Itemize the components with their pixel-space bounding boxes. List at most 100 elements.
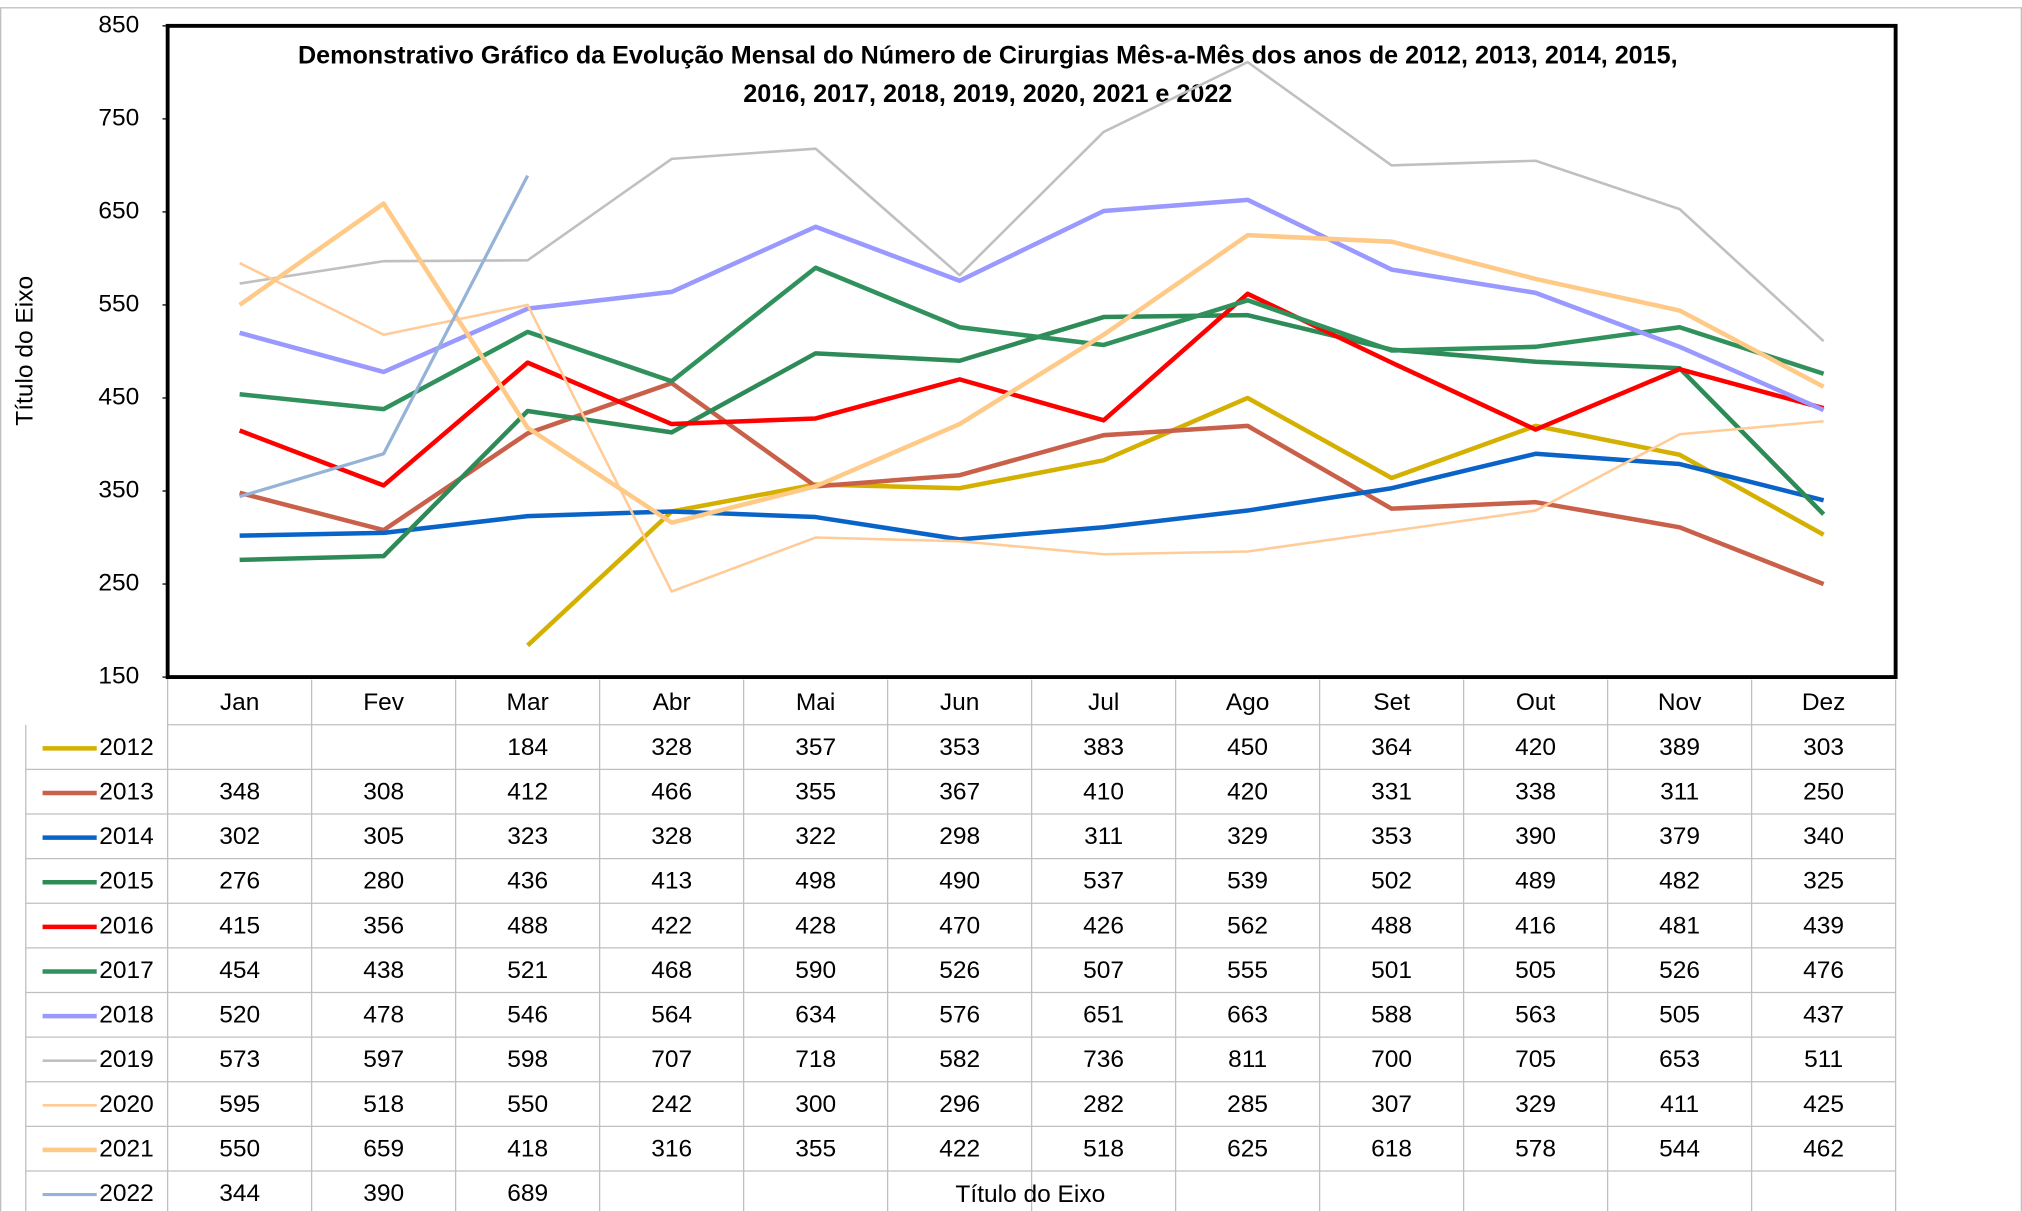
table-value: 416 <box>1515 912 1556 939</box>
table-value: 353 <box>1371 823 1412 850</box>
series-line <box>239 451 1825 542</box>
y-axis-title: Título do Eixo <box>11 276 38 426</box>
y-tick-label: 150 <box>98 663 139 690</box>
table-value: 526 <box>939 957 980 984</box>
table-value: 563 <box>1515 1002 1556 1029</box>
table-value: 550 <box>219 1135 260 1162</box>
table-value: 578 <box>1515 1135 1556 1162</box>
table-value: 501 <box>1371 957 1412 984</box>
series-line <box>239 265 1825 412</box>
series-line <box>239 197 1825 413</box>
series-line <box>238 291 1825 488</box>
table-value: 282 <box>1083 1091 1124 1118</box>
table-value: 573 <box>219 1046 260 1073</box>
table-value: 537 <box>1083 868 1124 895</box>
table-value: 411 <box>1660 1091 1699 1118</box>
series-line <box>526 395 1825 648</box>
table-value: 316 <box>651 1135 692 1162</box>
series-line <box>239 312 1826 563</box>
table-value: 322 <box>795 823 836 850</box>
table-value: 576 <box>939 1002 980 1029</box>
table-value: 437 <box>1803 1002 1844 1029</box>
table-value: 468 <box>651 957 692 984</box>
table-value: 331 <box>1371 778 1412 805</box>
series-line <box>239 380 1825 587</box>
x-tick-label: Nov <box>1658 689 1702 716</box>
table-value: 298 <box>939 823 980 850</box>
table-value: 618 <box>1371 1135 1412 1162</box>
x-tick-label: Mai <box>796 689 835 716</box>
table-value: 311 <box>1084 823 1123 850</box>
y-tick-label: 750 <box>98 104 139 131</box>
table-value: 454 <box>219 957 260 984</box>
legend-label: 2012 <box>99 734 154 761</box>
table-value: 590 <box>795 957 836 984</box>
legend-label: 2015 <box>99 868 154 895</box>
table-value: 353 <box>939 734 980 761</box>
table-value: 308 <box>363 778 404 805</box>
legend-label: 2017 <box>99 957 154 984</box>
table-value: 526 <box>1659 957 1700 984</box>
table-value: 390 <box>1515 823 1556 850</box>
legend-label: 2019 <box>99 1046 154 1073</box>
x-tick-label: Ago <box>1226 689 1270 716</box>
table-value: 505 <box>1659 1002 1700 1029</box>
x-tick-label: Dez <box>1802 689 1846 716</box>
table-value: 544 <box>1659 1135 1700 1162</box>
series-line <box>239 174 530 499</box>
table-value: 296 <box>939 1091 980 1118</box>
table-value: 470 <box>939 912 980 939</box>
legend-label: 2016 <box>99 912 154 939</box>
table-value: 597 <box>363 1046 404 1073</box>
y-tick-label: 450 <box>98 383 139 410</box>
x-tick-label: Mar <box>507 689 549 716</box>
table-value: 184 <box>507 734 548 761</box>
table-value: 410 <box>1083 778 1124 805</box>
table-value: 367 <box>939 778 980 805</box>
table-value: 498 <box>795 868 836 895</box>
table-value: 439 <box>1803 912 1844 939</box>
table-value: 707 <box>651 1046 692 1073</box>
table-value: 736 <box>1083 1046 1124 1073</box>
series-line <box>239 261 1824 593</box>
table-value: 422 <box>939 1135 980 1162</box>
chart-border <box>0 7 2022 1211</box>
table-value: 462 <box>1803 1135 1844 1162</box>
table-value: 420 <box>1515 734 1556 761</box>
table-value: 539 <box>1227 868 1268 895</box>
table-value: 518 <box>363 1091 404 1118</box>
table-value: 311 <box>1660 778 1699 805</box>
table-value: 521 <box>507 957 548 984</box>
legend-label: 2014 <box>99 823 154 850</box>
x-tick-label: Jun <box>940 689 980 716</box>
table-value: 329 <box>1515 1091 1556 1118</box>
y-tick-label: 250 <box>98 570 139 597</box>
table-value: 355 <box>795 778 836 805</box>
table-value: 420 <box>1227 778 1268 805</box>
chart-title: Demonstrativo Gráfico da Evolução Mensal… <box>298 41 1678 69</box>
table-value: 250 <box>1803 778 1844 805</box>
legend-label: 2020 <box>99 1091 154 1118</box>
chart-title: 2016, 2017, 2018, 2019, 2020, 2021 e 202… <box>743 80 1232 108</box>
table-value: 488 <box>1371 912 1412 939</box>
table-value: 625 <box>1227 1135 1268 1162</box>
table-value: 300 <box>795 1091 836 1118</box>
table-value: 413 <box>651 868 692 895</box>
table-value: 718 <box>795 1046 836 1073</box>
table-value: 518 <box>1083 1135 1124 1162</box>
table-value: 303 <box>1803 734 1844 761</box>
table-value: 663 <box>1227 1002 1268 1029</box>
legend-label: 2022 <box>99 1180 154 1207</box>
table-value: 653 <box>1659 1046 1700 1073</box>
table-value: 356 <box>363 912 404 939</box>
table-value: 340 <box>1803 823 1844 850</box>
table-value: 390 <box>363 1180 404 1207</box>
table-value: 428 <box>795 912 836 939</box>
table-value: 436 <box>507 868 548 895</box>
table-value: 689 <box>507 1180 548 1207</box>
table-value: 276 <box>219 868 260 895</box>
table-value: 489 <box>1515 868 1556 895</box>
table-value: 659 <box>363 1135 404 1162</box>
table-value: 490 <box>939 868 980 895</box>
